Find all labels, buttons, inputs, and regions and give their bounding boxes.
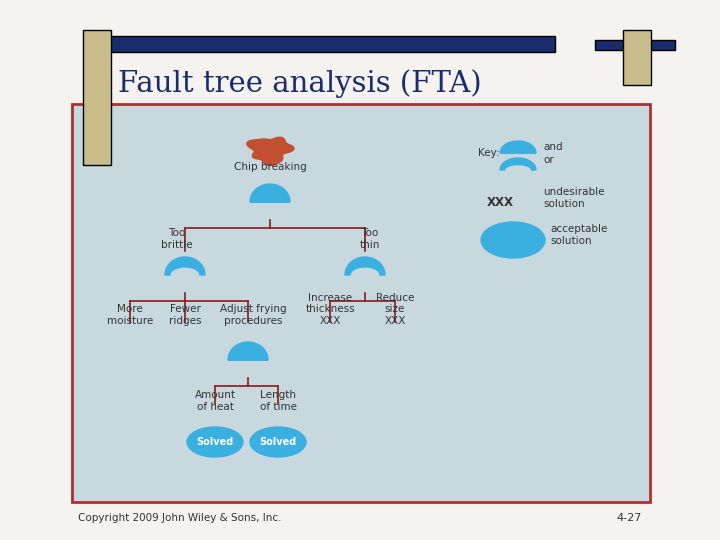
Text: or: or — [543, 155, 554, 165]
Text: acceptable
solution: acceptable solution — [550, 224, 608, 246]
Polygon shape — [165, 257, 205, 275]
Text: Key:: Key: — [478, 148, 500, 158]
Text: Increase
thickness
XXX: Increase thickness XXX — [305, 293, 355, 326]
Text: Solved: Solved — [259, 437, 297, 447]
Ellipse shape — [481, 222, 545, 258]
Text: undesirable
solution: undesirable solution — [543, 187, 605, 209]
Text: Fewer
ridges: Fewer ridges — [168, 305, 202, 326]
Polygon shape — [247, 137, 294, 165]
Polygon shape — [500, 158, 536, 170]
Ellipse shape — [187, 427, 243, 457]
Text: Length
of time: Length of time — [259, 390, 297, 412]
FancyBboxPatch shape — [83, 30, 111, 165]
Text: Too
brittle: Too brittle — [161, 228, 193, 250]
Polygon shape — [345, 257, 385, 275]
Text: Amount
of heat: Amount of heat — [194, 390, 235, 412]
Text: Adjust frying
procedures: Adjust frying procedures — [220, 305, 287, 326]
Polygon shape — [228, 342, 268, 360]
Text: Too
thin: Too thin — [360, 228, 380, 250]
Text: Copyright 2009 John Wiley & Sons, Inc.: Copyright 2009 John Wiley & Sons, Inc. — [78, 513, 282, 523]
Text: More
moisture: More moisture — [107, 305, 153, 326]
Ellipse shape — [250, 427, 306, 457]
FancyBboxPatch shape — [623, 30, 651, 85]
FancyBboxPatch shape — [595, 40, 675, 50]
Text: Solved: Solved — [197, 437, 233, 447]
Polygon shape — [500, 141, 536, 153]
Text: Reduce
size
XXX: Reduce size XXX — [376, 293, 414, 326]
Text: and: and — [543, 142, 562, 152]
FancyBboxPatch shape — [95, 36, 555, 52]
Text: XXX: XXX — [487, 197, 513, 210]
Text: 4-27: 4-27 — [616, 513, 642, 523]
FancyBboxPatch shape — [72, 104, 650, 502]
Text: Fault tree analysis (FTA): Fault tree analysis (FTA) — [118, 70, 482, 98]
Text: Chip breaking: Chip breaking — [233, 162, 307, 172]
Polygon shape — [250, 184, 290, 202]
